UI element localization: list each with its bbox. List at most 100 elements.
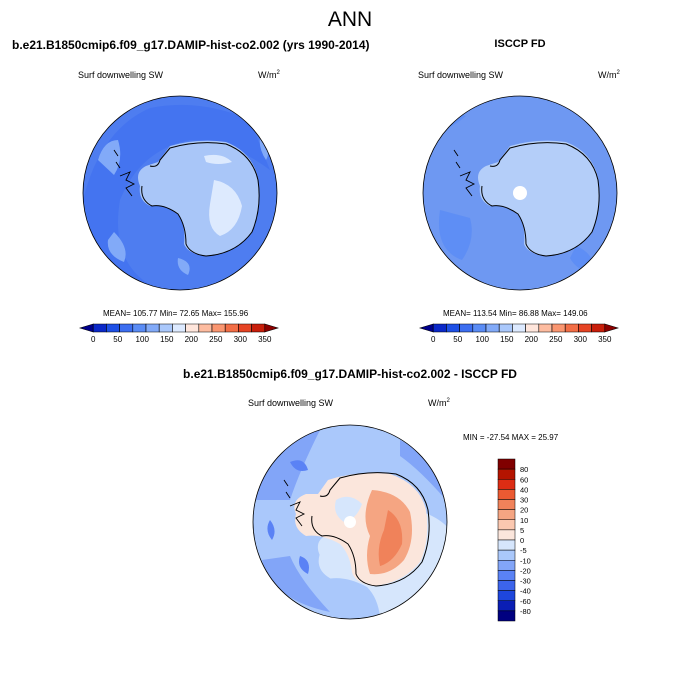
panel1-title: b.e21.B1850cmip6.f09_g17.DAMIP-hist-co2.… (12, 38, 370, 52)
colorbar-box (591, 323, 606, 333)
colorbar-box (92, 323, 107, 333)
colorbar-box (211, 323, 226, 333)
colorbar-tick-label: 250 (209, 335, 223, 344)
map-diff-positive-core (378, 510, 403, 566)
colorbar-box (158, 323, 173, 333)
colorbar-box (238, 323, 252, 333)
map-obs-darker-patches (436, 113, 595, 274)
map-obs-coastline (481, 142, 600, 257)
colorbar-box (172, 323, 186, 333)
colorbar-tick-label: 40 (520, 485, 528, 494)
map-model-darker-band (83, 104, 270, 285)
colorbar-box (446, 323, 460, 333)
colorbar-box (264, 323, 280, 333)
colorbar-model: 0 50 100 150 200 250 300 350 (78, 323, 280, 344)
colorbar-box (604, 323, 620, 333)
map-model (83, 96, 277, 290)
map-diff-pole-gap (344, 516, 356, 528)
panel3-variable: Surf downwelling SW (248, 398, 334, 408)
colorbar-tick-label: 5 (520, 526, 524, 535)
colorbar-tick-label: 20 (520, 506, 528, 515)
colorbar-box (418, 323, 434, 333)
panel1-stats: MEAN= 105.77 Min= 72.65 Max= 155.96 (103, 309, 249, 318)
colorbar-box (224, 323, 239, 333)
colorbar-obs: 0 50 100 150 200 250 300 350 (418, 323, 620, 344)
map-model-coastline (141, 142, 260, 257)
colorbar-box (538, 323, 553, 333)
colorbar-box (551, 323, 566, 333)
map-model-ice-bright (204, 154, 242, 236)
map-model-islands (113, 149, 121, 169)
colorbar-box (78, 323, 94, 333)
colorbar-box (512, 323, 526, 333)
colorbar-box (497, 489, 516, 500)
colorbar-tick-label: 60 (520, 475, 528, 484)
colorbar-tick-label: 0 (431, 335, 436, 344)
colorbar-box (497, 519, 516, 531)
colorbar-box (497, 458, 516, 470)
map-diff-peninsula (289, 501, 306, 527)
colorbar-box (485, 323, 500, 333)
map-model-peninsula (119, 171, 136, 197)
colorbar-box (525, 323, 540, 333)
map-obs-pole-gap (513, 186, 527, 200)
panel3-minmax: MIN = -27.54 MAX = 25.97 (463, 433, 559, 442)
map-diff-islands (283, 479, 291, 499)
map-diff-light-blue-center (335, 496, 362, 522)
colorbar-box (251, 323, 266, 333)
colorbar-box (497, 580, 516, 591)
map-diff (253, 425, 447, 619)
colorbar-tick-label: 10 (520, 516, 528, 525)
panel2-units: W/m2 (598, 70, 620, 80)
panel2-variable: Surf downwelling SW (418, 70, 504, 80)
colorbar-box (432, 323, 447, 333)
colorbar-tick-label: 300 (234, 335, 248, 344)
panel1-variable: Surf downwelling SW (78, 70, 164, 80)
colorbar-box (497, 479, 516, 490)
colorbar-tick-label: -20 (520, 566, 531, 575)
colorbar-box (106, 323, 120, 333)
panel1-units: W/m2 (258, 70, 280, 80)
colorbar-box (578, 323, 592, 333)
map-model-ocean-patches (98, 130, 269, 275)
colorbar-tick-label: -30 (520, 577, 531, 586)
colorbar-tick-label: -80 (520, 607, 531, 616)
colorbar-tick-label: 100 (136, 335, 150, 344)
colorbar-tick-label: 150 (500, 335, 514, 344)
colorbar-tick-label: 100 (476, 335, 490, 344)
colorbar-box (472, 323, 487, 333)
colorbar-tick-label: 80 (520, 465, 528, 474)
colorbar-tick-label: 350 (598, 335, 612, 344)
map-diff-border (252, 424, 448, 620)
colorbar-box (198, 323, 213, 333)
colorbar-box (497, 509, 516, 520)
colorbar-box (497, 468, 516, 480)
panel2-stats: MEAN= 113.54 Min= 86.88 Max= 149.06 (443, 309, 588, 318)
map-obs-ice (478, 140, 600, 256)
colorbar-box (497, 549, 516, 561)
panel2-title: ISCCP FD (494, 38, 546, 50)
map-obs-peninsula (459, 171, 476, 197)
colorbar-tick-label: -40 (520, 587, 531, 596)
colorbar-box (498, 323, 513, 333)
colorbar-tick-label: 250 (549, 335, 563, 344)
colorbar-box (497, 590, 516, 601)
colorbar-box (497, 570, 516, 581)
colorbar-tick-label: 200 (185, 335, 199, 344)
colorbar-tick-label: 50 (113, 335, 122, 344)
colorbar-box (497, 539, 516, 551)
colorbar-tick-label: 300 (574, 335, 588, 344)
colorbar-box (185, 323, 200, 333)
map-obs (423, 96, 617, 290)
colorbar-tick-label: -10 (520, 556, 531, 565)
colorbar-tick-label: -60 (520, 597, 531, 606)
colorbar-tick-label: 0 (520, 536, 524, 545)
colorbar-tick-label: -5 (520, 546, 527, 555)
colorbar-box (564, 323, 579, 333)
colorbar-box (132, 323, 147, 333)
colorbar-box (459, 323, 474, 333)
colorbar-box (497, 499, 516, 510)
figure-title: ANN (327, 8, 373, 31)
colorbar-box (145, 323, 160, 333)
